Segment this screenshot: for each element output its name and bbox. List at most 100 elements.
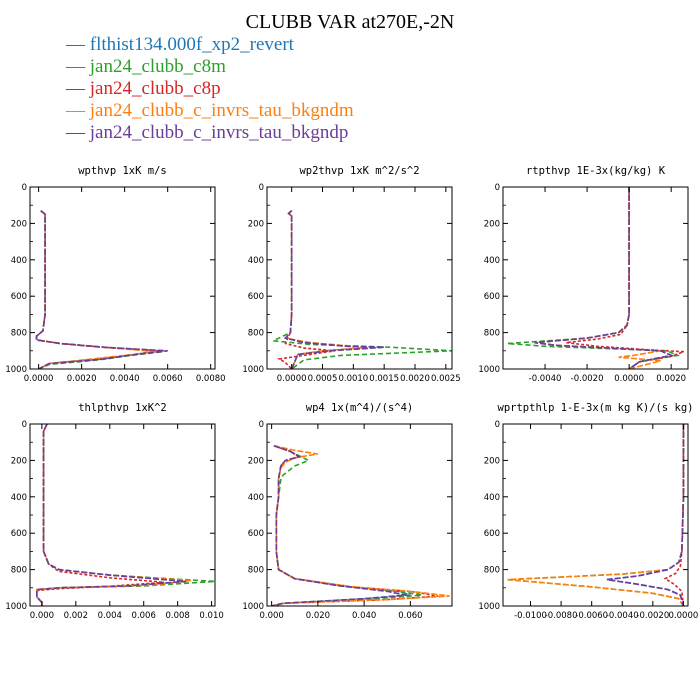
x-tick-label: 0.0020 (67, 374, 97, 384)
series-line-5 (284, 210, 385, 369)
y-tick-label: 600 (11, 292, 27, 302)
series-line-4 (35, 210, 157, 369)
panel-2: wp2thvp 1xK m^2/s^2 0 200 400 600 800 1000 0.00… (242, 165, 460, 384)
x-tick-label: 0.0000 (669, 611, 699, 621)
panel-6: wprtpthlp 1-E-3x(m kg K)/(s kg) 0 200 400 60… (478, 402, 698, 621)
y-tick-label: 600 (248, 292, 264, 302)
x-tick-label: 0.0005 (308, 374, 338, 384)
y-tick-label: 800 (11, 566, 27, 576)
y-tick-label: 0 (22, 420, 27, 430)
series-line-4 (507, 424, 685, 606)
x-tick-label: -0.0020 (571, 374, 604, 384)
y-tick-label: 400 (11, 256, 27, 266)
series-line-2 (271, 445, 423, 606)
x-tick-label: -0.0100 (514, 611, 547, 621)
x-tick-label: 0.0010 (338, 374, 368, 384)
series-line-3 (271, 445, 439, 606)
y-tick-label: 800 (11, 329, 27, 339)
y-tick-label: 1000 (478, 602, 500, 612)
series-line-1 (35, 210, 158, 369)
series-line-3 (663, 424, 685, 606)
x-tick-label: 0.0020 (400, 374, 430, 384)
panel-title: wp4 1x(m^4)/(s^4) (306, 402, 413, 414)
series-line-3 (35, 210, 160, 369)
x-tick-label: 0.0000 (614, 374, 644, 384)
x-tick-label: 0.040 (352, 611, 376, 621)
x-tick-label: 0.006 (132, 611, 156, 621)
y-tick-label: 1000 (242, 602, 264, 612)
x-tick-label: 0.0000 (277, 374, 307, 384)
x-tick-label: 0.000 (259, 611, 283, 621)
series-line-3 (566, 187, 685, 369)
y-tick-label: 400 (248, 256, 264, 266)
legend-entry: — jan24_clubb_c8m (65, 56, 226, 77)
plot-frame (502, 186, 689, 370)
series-line-5 (534, 187, 674, 369)
y-tick-label: 800 (248, 566, 264, 576)
plot-frame (29, 186, 216, 370)
panel-3: rtpthvp 1E-3x(kg/kg) K 0 200 400 600 800 1000 -… (478, 165, 689, 384)
y-tick-label: 0 (259, 420, 264, 430)
y-tick-label: 400 (484, 493, 500, 503)
y-tick-label: 200 (484, 456, 500, 466)
x-tick-label: 0.020 (306, 611, 330, 621)
y-tick-label: 200 (484, 219, 500, 229)
x-tick-label: 0.010 (199, 611, 223, 621)
y-tick-label: 200 (11, 219, 27, 229)
x-tick-label: 0.0025 (431, 374, 461, 384)
series-line-4 (36, 424, 192, 606)
y-tick-label: 400 (248, 493, 264, 503)
series-line-5 (36, 424, 187, 606)
y-tick-label: 1000 (5, 602, 27, 612)
x-tick-label: -0.0080 (545, 611, 578, 621)
series-line-2 (35, 210, 164, 369)
legend-entry: — flthist134.000f_xp2_revert (65, 34, 295, 55)
y-tick-label: 800 (248, 329, 264, 339)
series-line-2 (270, 210, 452, 369)
legend-entry: — jan24_clubb_c_invrs_tau_bkgndm (65, 100, 354, 121)
y-tick-label: 800 (484, 566, 500, 576)
series-line-1 (284, 210, 385, 369)
y-tick-label: 600 (248, 529, 264, 539)
panel-title: wpthvp 1xK m/s (78, 165, 167, 177)
x-tick-label: 0.0080 (196, 374, 226, 384)
series-line-2 (507, 424, 685, 606)
x-tick-label: 0.0000 (24, 374, 54, 384)
legend-entry: — jan24_clubb_c8p (65, 78, 221, 99)
series-line-5 (606, 424, 685, 606)
plot-frame (29, 423, 216, 607)
y-tick-label: 0 (259, 183, 264, 193)
y-tick-label: 1000 (5, 365, 27, 375)
panel-title: wp2thvp 1xK m^2/s^2 (299, 165, 419, 177)
panel-title: rtpthvp 1E-3x(kg/kg) K (526, 165, 666, 177)
x-tick-label: -0.0040 (529, 374, 562, 384)
x-tick-label: 0.0060 (153, 374, 183, 384)
y-tick-label: 0 (495, 183, 500, 193)
y-tick-label: 1000 (242, 365, 264, 375)
x-tick-label: 0.0040 (110, 374, 140, 384)
series-line-5 (271, 445, 406, 606)
series-line-4 (271, 445, 450, 606)
series-line-2 (507, 187, 681, 369)
series-line-1 (271, 445, 411, 606)
legend: — flthist134.000f_xp2_revert— jan24_club… (65, 34, 354, 143)
y-tick-label: 400 (484, 256, 500, 266)
panel-title: thlpthvp 1xK^2 (78, 402, 167, 414)
y-tick-label: 1000 (478, 365, 500, 375)
x-tick-label: -0.0060 (575, 611, 608, 621)
legend-entry: — jan24_clubb_c_invrs_tau_bkgndp (65, 122, 348, 143)
y-tick-label: 600 (484, 529, 500, 539)
y-tick-label: 400 (11, 493, 27, 503)
figure-title: CLUBB VAR at270E,-2N (246, 11, 455, 33)
plot-frame (266, 186, 453, 370)
x-tick-label: 0.008 (165, 611, 189, 621)
x-tick-label: -0.0020 (636, 611, 669, 621)
y-tick-label: 800 (484, 329, 500, 339)
x-tick-label: 0.0015 (369, 374, 399, 384)
y-tick-label: 200 (248, 219, 264, 229)
y-tick-label: 200 (11, 456, 27, 466)
